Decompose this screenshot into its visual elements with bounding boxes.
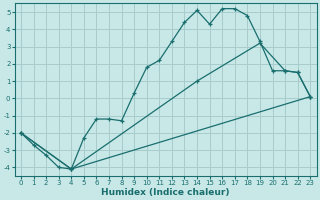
X-axis label: Humidex (Indice chaleur): Humidex (Indice chaleur)	[101, 188, 230, 197]
